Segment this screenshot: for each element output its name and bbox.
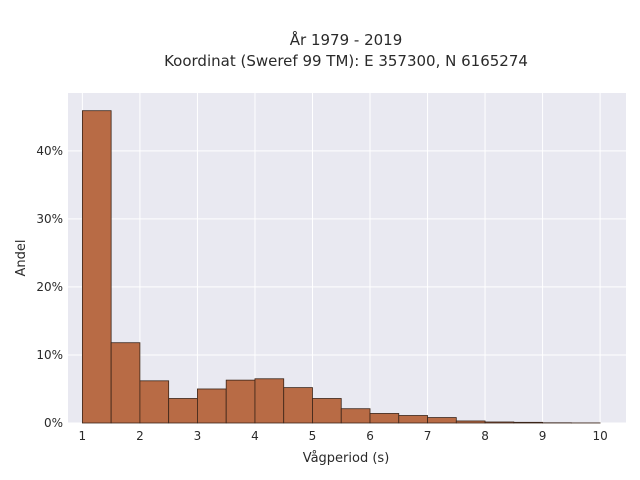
histogram-bar bbox=[225, 379, 256, 424]
bars bbox=[81, 110, 601, 424]
y-tick-label: 10% bbox=[36, 348, 63, 362]
y-tick-labels: 0% 10% 20% 30% 40% bbox=[36, 144, 63, 430]
histogram-bar bbox=[340, 408, 371, 424]
histogram-bar bbox=[139, 380, 170, 424]
y-tick-label: 0% bbox=[44, 416, 63, 430]
histogram-bar bbox=[369, 413, 400, 424]
x-tick-label: 7 bbox=[424, 429, 432, 443]
histogram-bar bbox=[168, 398, 198, 424]
x-tick-label: 6 bbox=[366, 429, 374, 443]
x-tick-label: 4 bbox=[251, 429, 259, 443]
x-tick-label: 5 bbox=[309, 429, 317, 443]
histogram-bar bbox=[427, 417, 457, 424]
x-tick-label: 2 bbox=[136, 429, 144, 443]
x-tick-label: 9 bbox=[539, 429, 547, 443]
histogram-bar bbox=[312, 398, 342, 424]
y-tick-label: 20% bbox=[36, 280, 63, 294]
chart-title-line-1: År 1979 - 2019 bbox=[290, 30, 403, 49]
histogram-bar bbox=[197, 388, 227, 424]
y-axis-label: Andel bbox=[14, 240, 29, 277]
histogram-bar bbox=[81, 110, 112, 424]
plot-area bbox=[68, 93, 626, 423]
chart-title-line-2: Koordinat (Sweref 99 TM): E 357300, N 61… bbox=[164, 52, 528, 70]
histogram-bar bbox=[254, 378, 285, 424]
x-axis-label: Vågperiod (s) bbox=[303, 451, 390, 466]
x-tick-label: 3 bbox=[194, 429, 202, 443]
histogram-bar bbox=[110, 342, 141, 424]
histogram-bar bbox=[484, 421, 515, 424]
histogram-bar bbox=[283, 387, 313, 424]
x-tick-labels: 1 2 3 4 5 6 7 8 9 10 bbox=[79, 429, 608, 443]
y-tick-label: 40% bbox=[36, 144, 63, 158]
y-tick-label: 30% bbox=[36, 212, 63, 226]
histogram-bar bbox=[455, 420, 486, 424]
histogram-bar bbox=[513, 421, 543, 424]
histogram-bar bbox=[398, 415, 428, 424]
x-tick-label: 8 bbox=[481, 429, 489, 443]
x-tick-label: 1 bbox=[79, 429, 87, 443]
x-tick-label: 10 bbox=[592, 429, 607, 443]
